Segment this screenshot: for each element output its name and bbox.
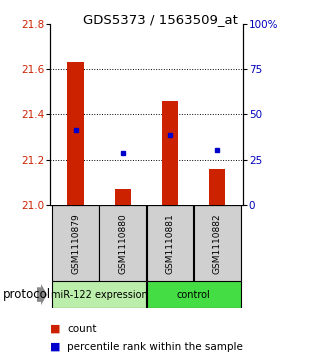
Text: count: count [67, 323, 97, 334]
Text: protocol: protocol [3, 288, 51, 301]
Text: ■: ■ [50, 342, 60, 352]
Text: percentile rank within the sample: percentile rank within the sample [67, 342, 243, 352]
Bar [100, 205, 146, 281]
Bar [147, 205, 193, 281]
FancyArrow shape [37, 284, 47, 305]
Text: control: control [177, 290, 211, 299]
Text: miR-122 expression: miR-122 expression [51, 290, 148, 299]
Bar [194, 205, 241, 281]
Bar [67, 62, 84, 205]
Bar [209, 169, 226, 205]
Text: GDS5373 / 1563509_at: GDS5373 / 1563509_at [83, 13, 237, 26]
Text: ■: ■ [50, 323, 60, 334]
Text: GSM1110881: GSM1110881 [165, 213, 174, 274]
Text: GSM1110880: GSM1110880 [118, 213, 127, 274]
Bar [52, 205, 99, 281]
Bar [147, 281, 241, 308]
Bar [115, 189, 131, 205]
Text: GSM1110882: GSM1110882 [213, 213, 222, 274]
Bar [162, 101, 178, 205]
Bar [52, 281, 146, 308]
Text: GSM1110879: GSM1110879 [71, 213, 80, 274]
